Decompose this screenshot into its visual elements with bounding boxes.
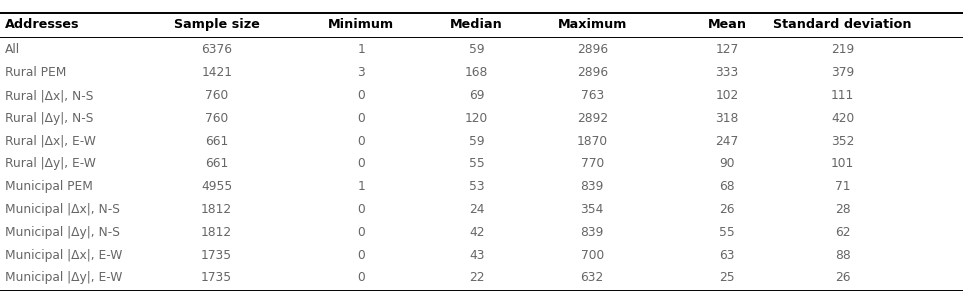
Text: 4955: 4955: [201, 180, 232, 193]
Text: 55: 55: [719, 226, 735, 239]
Text: 1870: 1870: [577, 135, 608, 148]
Text: 102: 102: [716, 89, 739, 102]
Text: 0: 0: [357, 112, 365, 125]
Text: Municipal PEM: Municipal PEM: [5, 180, 92, 193]
Text: 379: 379: [831, 66, 854, 79]
Text: Rural |Δy|, E-W: Rural |Δy|, E-W: [5, 157, 95, 171]
Text: 318: 318: [716, 112, 739, 125]
Text: 219: 219: [831, 44, 854, 56]
Text: 63: 63: [719, 248, 735, 262]
Text: Municipal |Δy|, E-W: Municipal |Δy|, E-W: [5, 271, 122, 284]
Text: Municipal |Δy|, N-S: Municipal |Δy|, N-S: [5, 226, 119, 239]
Text: 763: 763: [581, 89, 604, 102]
Text: 0: 0: [357, 203, 365, 216]
Text: All: All: [5, 44, 20, 56]
Text: 2896: 2896: [577, 44, 608, 56]
Text: 26: 26: [719, 203, 735, 216]
Text: 62: 62: [835, 226, 850, 239]
Text: 0: 0: [357, 157, 365, 171]
Text: 1421: 1421: [201, 66, 232, 79]
Text: 55: 55: [469, 157, 484, 171]
Text: Sample size: Sample size: [173, 18, 260, 31]
Text: 3: 3: [357, 66, 365, 79]
Text: 354: 354: [581, 203, 604, 216]
Text: 43: 43: [469, 248, 484, 262]
Text: 6376: 6376: [201, 44, 232, 56]
Text: 352: 352: [831, 135, 854, 148]
Text: 0: 0: [357, 226, 365, 239]
Text: 59: 59: [469, 44, 484, 56]
Text: 0: 0: [357, 89, 365, 102]
Text: Mean: Mean: [708, 18, 746, 31]
Text: 839: 839: [581, 226, 604, 239]
Text: 0: 0: [357, 271, 365, 284]
Text: 59: 59: [469, 135, 484, 148]
Text: Rural |Δx|, N-S: Rural |Δx|, N-S: [5, 89, 93, 102]
Text: 760: 760: [205, 89, 228, 102]
Text: 2896: 2896: [577, 66, 608, 79]
Text: 68: 68: [719, 180, 735, 193]
Text: 632: 632: [581, 271, 604, 284]
Text: 111: 111: [831, 89, 854, 102]
Text: 661: 661: [205, 135, 228, 148]
Text: Standard deviation: Standard deviation: [773, 18, 912, 31]
Text: 120: 120: [465, 112, 488, 125]
Text: Maximum: Maximum: [558, 18, 627, 31]
Text: 88: 88: [835, 248, 850, 262]
Text: 661: 661: [205, 157, 228, 171]
Text: 90: 90: [719, 157, 735, 171]
Text: 1812: 1812: [201, 226, 232, 239]
Text: Municipal |Δx|, E-W: Municipal |Δx|, E-W: [5, 248, 122, 262]
Text: 1: 1: [357, 180, 365, 193]
Text: Median: Median: [451, 18, 503, 31]
Text: 770: 770: [581, 157, 604, 171]
Text: 22: 22: [469, 271, 484, 284]
Text: 26: 26: [835, 271, 850, 284]
Text: 1735: 1735: [201, 271, 232, 284]
Text: 42: 42: [469, 226, 484, 239]
Text: 69: 69: [469, 89, 484, 102]
Text: 168: 168: [465, 66, 488, 79]
Text: 25: 25: [719, 271, 735, 284]
Text: Rural |Δy|, N-S: Rural |Δy|, N-S: [5, 112, 93, 125]
Text: 71: 71: [835, 180, 850, 193]
Text: Rural |Δx|, E-W: Rural |Δx|, E-W: [5, 135, 95, 148]
Text: 1812: 1812: [201, 203, 232, 216]
Text: Rural PEM: Rural PEM: [5, 66, 66, 79]
Text: 1735: 1735: [201, 248, 232, 262]
Text: 0: 0: [357, 135, 365, 148]
Text: 53: 53: [469, 180, 484, 193]
Text: 1: 1: [357, 44, 365, 56]
Text: Municipal |Δx|, N-S: Municipal |Δx|, N-S: [5, 203, 119, 216]
Text: 700: 700: [581, 248, 604, 262]
Text: 333: 333: [716, 66, 739, 79]
Text: 420: 420: [831, 112, 854, 125]
Text: 760: 760: [205, 112, 228, 125]
Text: 247: 247: [716, 135, 739, 148]
Text: 0: 0: [357, 248, 365, 262]
Text: 24: 24: [469, 203, 484, 216]
Text: 28: 28: [835, 203, 850, 216]
Text: 101: 101: [831, 157, 854, 171]
Text: 2892: 2892: [577, 112, 608, 125]
Text: Minimum: Minimum: [328, 18, 394, 31]
Text: 839: 839: [581, 180, 604, 193]
Text: 127: 127: [716, 44, 739, 56]
Text: Addresses: Addresses: [5, 18, 79, 31]
